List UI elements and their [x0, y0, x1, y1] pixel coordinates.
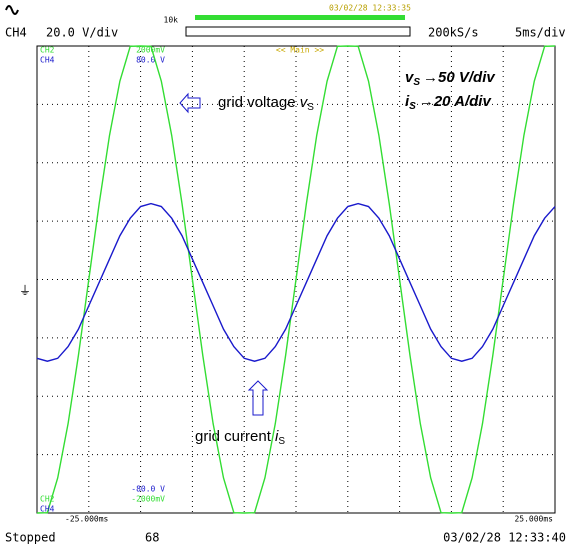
trigger-icon	[5, 5, 19, 15]
waveform	[36, 202, 556, 362]
record-length: 10k	[164, 16, 179, 25]
record-bracket	[185, 26, 411, 37]
end-timestamp: 03/02/28 12:33:40	[443, 531, 566, 545]
legend-entry: CH2	[40, 46, 55, 55]
count: 68	[145, 531, 159, 545]
legend-entry: CH4	[40, 505, 55, 514]
current-arrow	[247, 380, 269, 416]
x-tick-label: -25.000ms	[65, 515, 109, 524]
window-label: << Main >>	[276, 46, 324, 55]
y-tick-label: -80.0 V	[131, 485, 165, 494]
channel: CH4	[5, 26, 27, 40]
y-tick-label: -2000mV	[131, 495, 165, 504]
timebase: 5ms/div	[515, 26, 566, 40]
voltage-arrow	[179, 92, 201, 114]
vdiv: 20.0 V/div	[46, 26, 118, 40]
y-tick-label: 80.0 V	[136, 56, 165, 65]
v-scale-note: vS →50 V/div	[405, 69, 496, 88]
status: Stopped	[5, 531, 56, 545]
sample-rate: 200kS/s	[428, 26, 479, 40]
waveform	[36, 45, 556, 514]
voltage-annotation: grid voltage vS	[218, 94, 314, 113]
ground-marker: ⏚	[19, 284, 31, 298]
x-tick-label: 25.000ms	[514, 515, 553, 524]
timestamp: 03/02/28 12:33:35	[329, 4, 411, 13]
y-tick-label: 2000mV	[136, 46, 165, 55]
position-bar	[195, 15, 405, 20]
legend-entry: CH4	[40, 56, 55, 65]
i-scale-note: iS →20 A/div	[405, 93, 492, 112]
legend-entry: CH2	[40, 495, 55, 504]
